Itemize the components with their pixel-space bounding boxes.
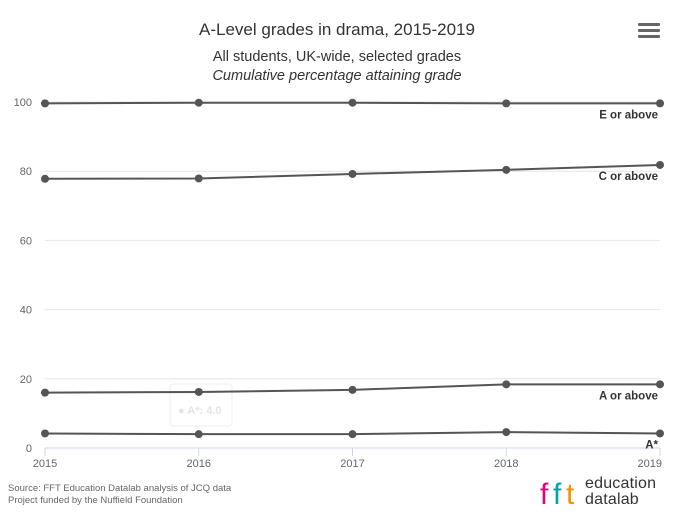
data-point-a-or-above-2017	[348, 385, 357, 394]
data-point-a-or-above-2016	[194, 387, 203, 396]
education-datalab-logo: f f t education datalab	[540, 476, 670, 510]
x-tick-label-2015: 2015	[33, 458, 57, 470]
data-point-a-or-above-2015	[41, 388, 49, 397]
x-tick-label-2016: 2016	[187, 458, 211, 470]
data-point-e-or-above-2018	[502, 99, 511, 108]
data-point-a-2017	[348, 430, 357, 439]
data-point-c-or-above-2015	[41, 174, 49, 183]
data-point-a-or-above-2019	[656, 380, 664, 389]
chart-subtitle: All students, UK-wide, selected grades C…	[0, 48, 674, 86]
svg-text:f: f	[540, 478, 549, 508]
data-point-a-or-above-2018	[502, 380, 511, 389]
x-tick-label-2018: 2018	[494, 458, 518, 470]
logo-text-line-1: education	[585, 475, 657, 492]
svg-text:f: f	[553, 478, 562, 508]
chart-title: A-Level grades in drama, 2015-2019	[199, 20, 475, 39]
data-point-c-or-above-2018	[502, 165, 511, 174]
x-tick-label-2019: 2019	[638, 458, 662, 470]
subtitle-line-1: All students, UK-wide, selected grades	[212, 49, 462, 65]
tooltip-label: ● A*: 4.0	[178, 405, 222, 417]
data-point-e-or-above-2016	[194, 98, 203, 107]
tooltip-box	[169, 383, 233, 427]
credits-source: Source: FFT Education Datalab analysis o…	[8, 483, 232, 494]
logo-text: education datalab	[585, 476, 656, 508]
y-tick-label-40: 40	[20, 305, 32, 317]
data-point-a-2016	[194, 430, 203, 439]
series-label-e-or-above: E or above	[599, 109, 658, 121]
data-point-e-or-above-2019	[656, 99, 664, 108]
data-point-e-or-above-2017	[348, 98, 357, 107]
series-label-c-or-above: C or above	[599, 171, 658, 183]
data-point-e-or-above-2015	[41, 99, 49, 108]
y-tick-label-0: 0	[26, 443, 32, 455]
y-tick-label-60: 60	[20, 235, 32, 247]
data-point-c-or-above-2017	[348, 169, 357, 178]
svg-text:t: t	[566, 478, 575, 508]
y-tick-label-20: 20	[20, 374, 32, 386]
data-point-a-2018	[502, 428, 511, 437]
credits[interactable]: Source: FFT Education Datalab analysis o…	[8, 483, 231, 507]
data-point-a-2019	[656, 429, 664, 438]
credits-funding: Project funded by the Nuffield Foundatio…	[8, 495, 183, 506]
series-label-a-or-above: A or above	[599, 390, 658, 402]
series-label-a: A*	[645, 439, 658, 451]
y-tick-label-100: 100	[14, 97, 32, 109]
fft-logo-icon: f f t	[540, 478, 575, 508]
logo-text-line-2: datalab	[585, 491, 639, 508]
data-point-c-or-above-2019	[656, 160, 664, 169]
x-tick-label-2017: 2017	[340, 458, 364, 470]
data-point-c-or-above-2016	[194, 174, 203, 183]
subtitle-line-2: Cumulative percentage attaining grade	[212, 68, 462, 84]
data-point-a-2015	[41, 429, 49, 438]
y-tick-label-80: 80	[20, 166, 32, 178]
hamburger-menu-icon[interactable]	[638, 23, 660, 41]
